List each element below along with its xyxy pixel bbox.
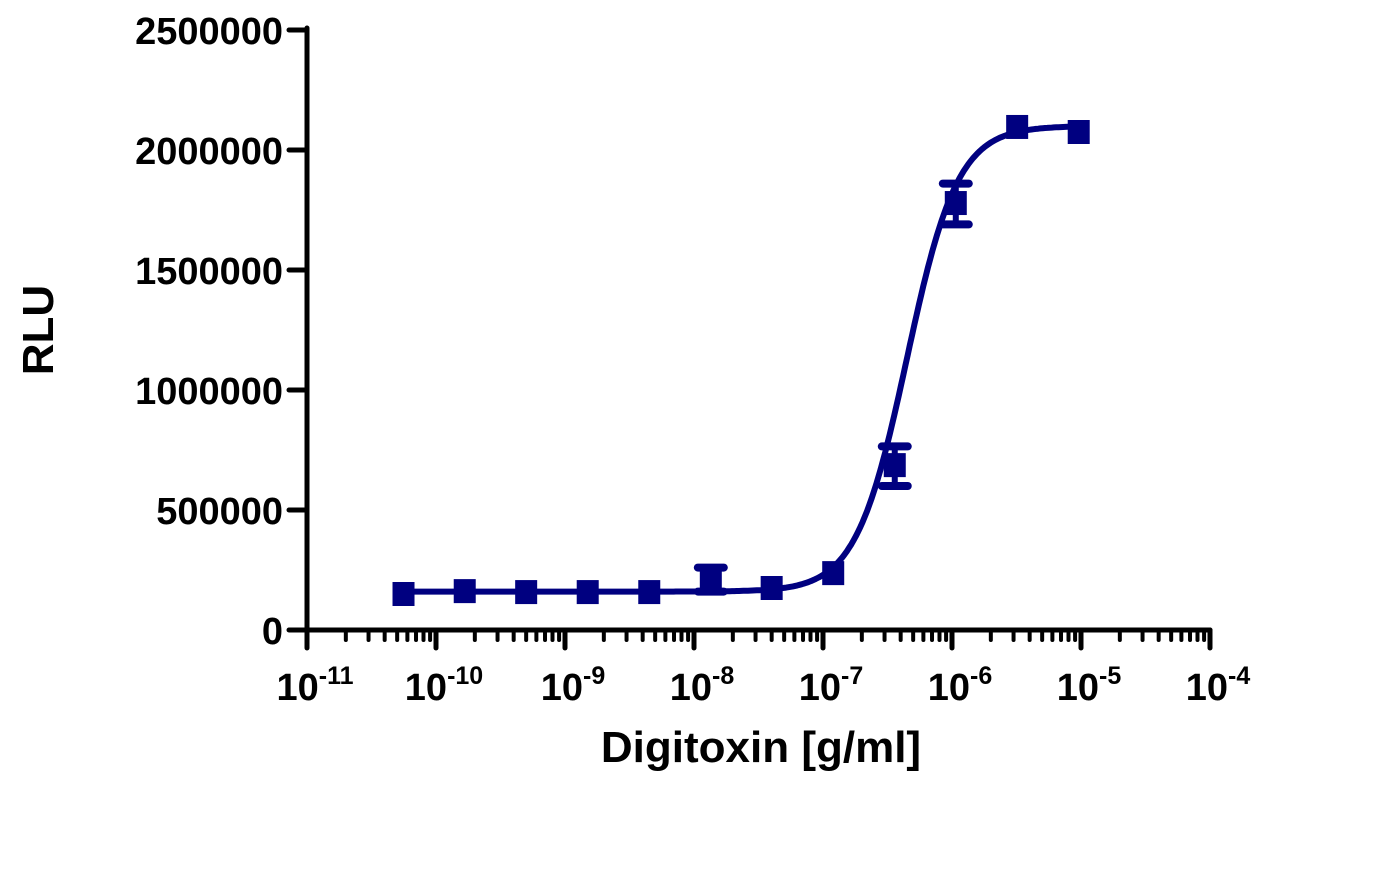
- y-tick-label: 2500000: [135, 11, 283, 53]
- x-tick-label: 10-7: [799, 662, 864, 709]
- data-point-square-marker: [1067, 120, 1090, 144]
- data-point-square-marker: [699, 568, 722, 593]
- data-points: [392, 114, 1090, 606]
- x-axis: 10-11 10-10 10-9 10-8 10-7 10-6 10-5 10-4: [276, 627, 1251, 709]
- y-axis: 0 500000 1000000 1500000 2000000 2500000: [135, 11, 310, 653]
- x-tick-label: 10-8: [670, 662, 735, 709]
- data-point-square-marker: [760, 576, 783, 600]
- fit-curve: [402, 123, 1080, 595]
- data-point-square-marker: [515, 580, 538, 605]
- data-point-square-marker: [576, 580, 599, 605]
- data-point-square-marker: [638, 580, 661, 605]
- data-point-square-marker: [1006, 114, 1029, 139]
- y-axis-title: RLU: [14, 285, 63, 375]
- data-point-square-marker: [822, 561, 845, 586]
- x-tick-label: 10-9: [541, 662, 606, 709]
- x-tick-label: 10-10: [405, 662, 483, 709]
- error-bars: [693, 179, 973, 596]
- y-tick-label: 2000000: [135, 131, 283, 173]
- x-tick-label: 10-6: [928, 662, 993, 709]
- x-tick-label: 10-5: [1057, 662, 1122, 709]
- data-point-square-marker: [453, 579, 476, 604]
- x-tick-label: 10-11: [276, 662, 353, 709]
- data-point-square-marker: [944, 191, 967, 216]
- data-point-square-marker: [883, 453, 906, 478]
- x-axis-title: Digitoxin [g/ml]: [601, 723, 921, 772]
- y-tick-label: 500000: [156, 491, 283, 533]
- y-tick-label: 1000000: [135, 371, 283, 413]
- y-tick-label: 0: [262, 611, 283, 653]
- x-tick-label: 10-4: [1186, 662, 1251, 709]
- y-tick-label: 1500000: [135, 251, 283, 293]
- data-point-square-marker: [392, 582, 415, 606]
